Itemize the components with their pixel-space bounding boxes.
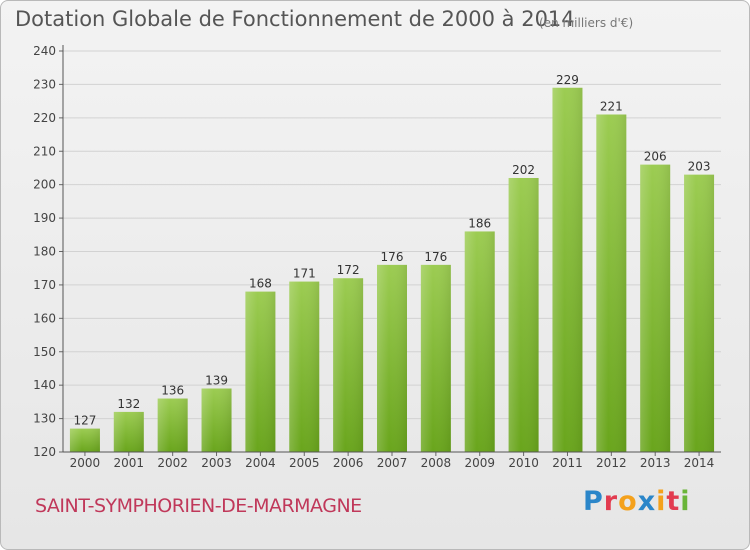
data-label: 206: [644, 150, 667, 164]
data-label: 132: [117, 397, 140, 411]
data-label: 176: [381, 250, 404, 264]
data-label: 127: [73, 414, 96, 428]
bar-shade: [69, 428, 100, 452]
proxiti-logo: Proxiti: [583, 486, 691, 517]
data-label: 221: [600, 99, 623, 113]
logo-letter: o: [618, 486, 638, 517]
bar-shade: [333, 278, 364, 452]
x-tick-label: 2003: [201, 456, 232, 470]
bar-shade: [640, 164, 671, 452]
y-tick-label: 160: [33, 311, 56, 325]
y-tick-label: 130: [33, 412, 56, 426]
x-tick-label: 2014: [684, 456, 715, 470]
y-tick-label: 230: [33, 77, 56, 91]
data-label: 139: [205, 374, 228, 388]
x-tick-label: 2008: [421, 456, 452, 470]
unit-note: (en milliers d'€): [539, 16, 634, 30]
data-label: 186: [468, 216, 491, 230]
bar-shade: [377, 264, 407, 452]
data-label: 171: [293, 267, 316, 281]
bar-shade: [596, 114, 627, 452]
bar-shade: [464, 231, 495, 452]
y-tick-label: 180: [33, 245, 56, 259]
data-label: 168: [249, 277, 272, 291]
logo-letter: i: [680, 486, 691, 517]
bars: 127 132 136 139 168 171 172 176 176 186 202 229 221 2…: [69, 73, 715, 452]
x-tick-label: 2001: [114, 456, 145, 470]
y-tick-label: 200: [33, 178, 56, 192]
bar-shade: [245, 291, 276, 452]
data-label: 203: [688, 160, 711, 174]
data-label: 202: [512, 163, 535, 177]
bar-shade: [157, 398, 188, 452]
x-tick-label: 2013: [640, 456, 671, 470]
y-tick-label: 150: [33, 345, 56, 359]
y-axis: 120 130 140 150 160 170 180 190 200 210 220 230 240: [33, 44, 64, 459]
y-tick-label: 190: [33, 211, 56, 225]
x-axis: 2000 2001 2002 2003 2004 2005 2006 2007 2008 2009…: [63, 451, 721, 470]
x-tick-label: 2009: [464, 456, 495, 470]
logo-letter: i: [656, 486, 667, 517]
x-tick-label: 2012: [596, 456, 627, 470]
bar-shade: [552, 87, 583, 452]
y-tick-label: 210: [33, 144, 56, 158]
x-tick-label: 2011: [552, 456, 583, 470]
x-tick-label: 2007: [377, 456, 408, 470]
x-tick-label: 2006: [333, 456, 364, 470]
x-tick-label: 2000: [70, 456, 101, 470]
data-label: 136: [161, 384, 184, 398]
x-tick-label: 2004: [245, 456, 276, 470]
logo-letter: r: [603, 486, 619, 517]
y-tick-label: 140: [33, 378, 56, 392]
bar-shade: [201, 388, 232, 452]
bar-shade: [289, 281, 320, 452]
bar-shade: [508, 177, 539, 452]
y-tick-label: 220: [33, 111, 56, 125]
y-tick-label: 120: [33, 445, 56, 459]
x-tick-label: 2005: [289, 456, 320, 470]
y-tick-label: 170: [33, 278, 56, 292]
bar-shade: [113, 411, 144, 452]
city-name: SAINT-SYMPHORIEN-DE-MARMAGNE: [35, 495, 362, 517]
logo-letter: t: [666, 486, 681, 517]
data-label: 229: [556, 73, 579, 87]
bar-shade: [684, 174, 715, 452]
chart-title: Dotation Globale de Fonctionnement de 20…: [15, 7, 575, 31]
x-tick-label: 2002: [157, 456, 188, 470]
logo-letter: x: [637, 486, 657, 517]
x-tick-label: 2010: [508, 456, 539, 470]
data-label: 172: [337, 263, 360, 277]
data-label: 176: [424, 250, 447, 264]
logo-letter: P: [583, 486, 604, 517]
bar-shade: [420, 264, 451, 452]
y-tick-label: 240: [33, 44, 56, 58]
